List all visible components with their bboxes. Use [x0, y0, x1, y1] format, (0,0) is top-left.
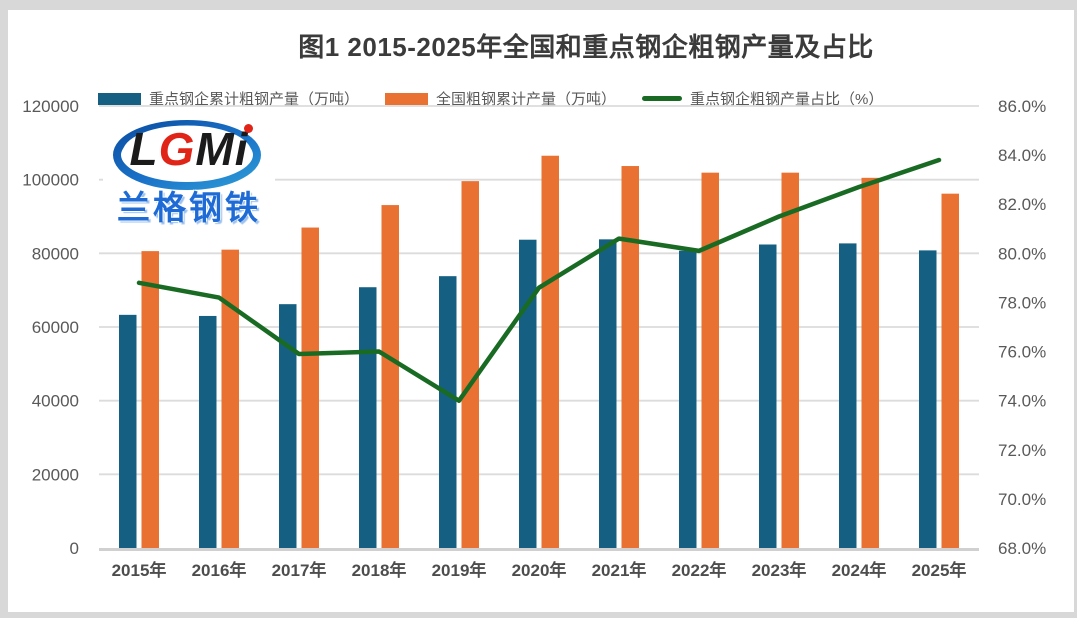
- bar-national: [301, 227, 319, 549]
- legend-item-ratio: 重点钢企粗钢产量占比（%）: [642, 88, 883, 109]
- y-axis-right-tick-label: 78.0%: [998, 293, 1046, 312]
- x-axis-tick-label: 2024年: [832, 560, 887, 580]
- x-axis-tick-label: 2021年: [592, 560, 647, 580]
- y-axis-left-tick-label: 80000: [32, 244, 79, 263]
- y-axis-right-tick-label: 72.0%: [998, 441, 1046, 460]
- y-axis-right-tick-label: 80.0%: [998, 244, 1046, 263]
- legend-label: 重点钢企累计粗钢产量（万吨）: [149, 91, 360, 108]
- bar-key-enterprises: [279, 304, 297, 548]
- x-axis-tick-label: 2025年: [912, 560, 967, 580]
- bar-key-enterprises: [119, 314, 137, 548]
- bar-national: [541, 155, 559, 548]
- logo-ellipse: [113, 120, 261, 190]
- bar-key-enterprises: [359, 287, 377, 548]
- bar-national: [781, 172, 799, 548]
- bar-key-enterprises: [759, 244, 777, 548]
- y-axis-right-tick-label: 76.0%: [998, 343, 1046, 362]
- x-axis-tick-label: 2022年: [672, 560, 727, 580]
- y-axis-left-tick-label: 20000: [32, 465, 79, 484]
- bar-national: [861, 177, 879, 548]
- bar-key-enterprises: [199, 315, 217, 548]
- y-axis-left-tick-label: 60000: [32, 318, 79, 337]
- x-axis-tick-label: 2019年: [432, 560, 487, 580]
- lgmi-logo: LGMi 兰格钢铁: [103, 112, 275, 238]
- legend-swatch-key-enterprises: [98, 92, 141, 105]
- bar-key-enterprises: [919, 250, 937, 549]
- logo-ellipse-inner: [122, 125, 252, 181]
- y-axis-left-tick-label: 120000: [22, 97, 79, 116]
- bar-key-enterprises: [439, 276, 457, 548]
- y-axis-right-tick-label: 86.0%: [998, 97, 1046, 116]
- bar-national: [621, 166, 639, 548]
- x-axis-tick-label: 2016年: [192, 560, 247, 580]
- lgmi-logo-oval: [113, 120, 261, 190]
- x-axis-tick-label: 2018年: [352, 560, 407, 580]
- legend: 重点钢企累计粗钢产量（万吨） 全国粗钢累计产量（万吨） 重点钢企粗钢产量占比（%…: [98, 88, 883, 109]
- logo-letter: i: [234, 123, 249, 175]
- x-axis-tick-label: 2015年: [112, 560, 167, 580]
- y-axis-left-tick-label: 100000: [22, 171, 79, 190]
- bar-key-enterprises: [839, 243, 857, 548]
- legend-label: 重点钢企粗钢产量占比（%）: [690, 91, 884, 108]
- legend-item-national: 全国粗钢累计产量（万吨）: [385, 88, 616, 109]
- bar-national: [461, 181, 479, 548]
- x-axis-tick-label: 2020年: [512, 560, 567, 580]
- x-axis-tick-label: 2023年: [752, 560, 807, 580]
- bar-national: [701, 172, 719, 548]
- logo-letter: M: [195, 123, 235, 175]
- y-axis-right-tick-label: 68.0%: [998, 539, 1046, 558]
- bar-national: [941, 193, 959, 548]
- logo-letter: L: [129, 123, 159, 175]
- bar-key-enterprises: [599, 239, 617, 548]
- bar-key-enterprises: [679, 250, 697, 548]
- bar-key-enterprises: [519, 239, 537, 548]
- x-axis-tick-label: 2017年: [272, 560, 327, 580]
- legend-swatch-national: [385, 92, 429, 105]
- y-axis-left-tick-label: 0: [70, 539, 79, 558]
- lgmi-logo-chinese: 兰格钢铁: [117, 189, 261, 226]
- bar-national: [221, 249, 239, 548]
- lgmi-logo-word: LGMi: [103, 126, 275, 172]
- y-axis-left-tick-label: 40000: [32, 392, 79, 411]
- legend-item-key-enterprises: 重点钢企累计粗钢产量（万吨）: [98, 88, 359, 109]
- chart-panel: 图1 2015-2025年全国和重点钢企粗钢产量及占比 重点钢企累计粗钢产量（万…: [8, 10, 1074, 612]
- y-axis-right-tick-label: 82.0%: [998, 195, 1046, 214]
- logo-letter: G: [158, 123, 196, 175]
- y-axis-right-tick-label: 74.0%: [998, 392, 1046, 411]
- bar-national: [141, 251, 159, 548]
- y-axis-right-tick-label: 70.0%: [998, 490, 1046, 509]
- legend-swatch-ratio-line: [642, 96, 683, 101]
- bar-national: [381, 205, 399, 548]
- chart-title: 图1 2015-2025年全国和重点钢企粗钢产量及占比: [298, 32, 874, 62]
- y-axis-right-tick-label: 84.0%: [998, 146, 1046, 165]
- logo-i-dot-red: [244, 124, 253, 133]
- legend-label: 全国粗钢累计产量（万吨）: [436, 91, 617, 108]
- ratio-line: [136, 157, 942, 403]
